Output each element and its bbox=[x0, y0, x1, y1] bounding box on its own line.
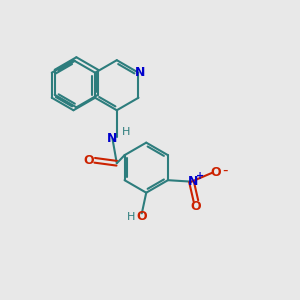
Text: N: N bbox=[188, 175, 198, 188]
Text: O: O bbox=[190, 200, 201, 213]
Text: O: O bbox=[83, 154, 94, 167]
Text: H: H bbox=[122, 127, 130, 137]
Text: -: - bbox=[223, 162, 228, 177]
Text: +: + bbox=[196, 171, 204, 181]
Text: H: H bbox=[127, 212, 136, 222]
Text: N: N bbox=[107, 132, 118, 145]
Text: O: O bbox=[136, 210, 147, 223]
Text: N: N bbox=[135, 66, 146, 79]
Text: O: O bbox=[211, 166, 221, 179]
